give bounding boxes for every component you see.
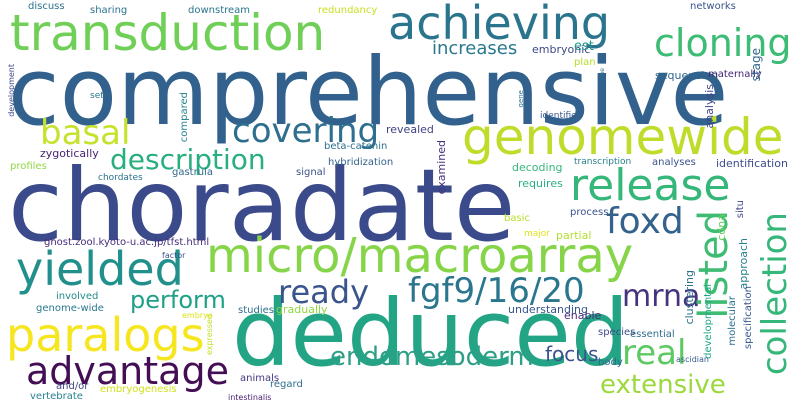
word-collection: collection: [755, 212, 795, 376]
word-sequencing: sequencing: [655, 69, 719, 82]
word-foxd: foxd: [606, 201, 684, 242]
word-downstream: downstream: [188, 5, 251, 16]
word-compared: compared: [179, 92, 190, 143]
word-body: body: [598, 357, 623, 368]
word-maternally: maternally: [708, 69, 762, 80]
word-sharing: sharing: [90, 5, 128, 16]
word-transcription: transcription: [574, 157, 632, 167]
word-species: species: [598, 327, 636, 338]
word-set: set: [90, 91, 104, 101]
word-covering: covering: [232, 111, 380, 151]
word-paralogs: paralogs: [6, 308, 205, 362]
word-understanding: understanding: [508, 303, 588, 316]
word-increases: increases: [432, 38, 518, 59]
word-cloning: cloning: [654, 21, 792, 65]
word-enable: enable: [564, 309, 602, 322]
word-clustering: clustering: [683, 270, 696, 325]
word-advantage: advantage: [26, 349, 229, 393]
word-development: development: [7, 64, 16, 117]
word-approach: approach: [737, 238, 750, 290]
word-animals: animals: [240, 373, 280, 384]
word-specification: specification: [743, 286, 754, 350]
word-gene: gene: [517, 90, 525, 108]
word-beta-catenin: beta-catenin: [324, 141, 388, 152]
word-basal: basal: [40, 113, 131, 153]
word-genome-wide: genome-wide: [36, 303, 104, 314]
word-basic: basic: [504, 213, 530, 224]
word-requires: requires: [518, 177, 563, 190]
word-clone: clone: [599, 68, 606, 85]
word-extensive: extensive: [600, 370, 726, 400]
word-cdna: cdna: [715, 214, 728, 241]
word-zygotically: zygotically: [40, 147, 99, 160]
word-discuss: discuss: [28, 1, 65, 12]
word-embryonic: embryonic: [532, 43, 591, 56]
word-networks: networks: [690, 1, 736, 12]
word-est: est: [574, 39, 594, 54]
word-fgf9-16-20: fgf9/16/20: [408, 271, 585, 311]
word-comprehensive: comprehensive: [8, 38, 729, 147]
word-deduced: deduced: [232, 280, 630, 387]
word-hybridization: hybridization: [328, 157, 394, 168]
word-perform: perform: [130, 286, 226, 314]
word-stage: stage: [749, 48, 763, 82]
word-expressed: expressed: [205, 314, 214, 355]
word-real: real: [622, 333, 687, 373]
word-yielded: yielded: [16, 242, 184, 296]
word-factor: factor: [162, 251, 186, 260]
word-partial: partial: [556, 229, 592, 242]
word-embryogenesis: embryogenesis: [100, 384, 177, 395]
word-decoding: decoding: [512, 161, 563, 174]
word-situ: situ: [735, 200, 746, 219]
word-gastrula: gastrula: [172, 167, 213, 178]
word-intestinalis: intestinalis: [228, 393, 272, 402]
word-plan: plan: [574, 57, 596, 68]
word-gradually: gradually: [276, 303, 328, 316]
word-regard: regard: [270, 379, 303, 390]
word-studies: studies: [238, 305, 274, 316]
word-molecular: molecular: [727, 296, 738, 346]
word-ghost-url: ghost.zool.kyoto-u.ac.jp/tfst.html: [44, 237, 210, 248]
word-endomesoderm: endomesoderm: [330, 342, 534, 372]
word-vertebrate: vertebrate: [30, 391, 83, 402]
word-essential: essential: [630, 329, 675, 340]
word-achieving: achieving: [388, 0, 611, 50]
word-transduction: transduction: [10, 4, 326, 62]
word-ascidian: ascidian: [676, 355, 709, 364]
word-involved: involved: [56, 291, 99, 302]
word-revealed: revealed: [386, 123, 434, 136]
word-analysis: analysis: [703, 84, 716, 129]
word-profiles: profiles: [10, 161, 47, 172]
word-and-or: and/or: [56, 381, 89, 392]
word-genomewide: genomewide: [462, 108, 784, 166]
word-identified: identified: [540, 111, 583, 121]
word-identification: identification: [716, 157, 788, 170]
word-signal: signal: [296, 167, 326, 178]
word-major: major: [524, 229, 550, 239]
word-analyses: analyses: [652, 157, 696, 168]
word-release: release: [570, 160, 731, 211]
word-focus: focus: [545, 342, 599, 366]
word-developmental: developmental: [703, 284, 714, 359]
word-embryo: embryo: [182, 311, 213, 320]
word-mrna: mrna: [622, 279, 701, 314]
word-redundancy: redundancy: [318, 5, 378, 16]
word-process: process: [570, 207, 609, 218]
word-chordates: chordates: [98, 173, 143, 183]
word-micro-macroarray: micro/macroarray: [206, 228, 634, 284]
word-ready: ready: [278, 273, 369, 311]
word-choradate: choradate: [8, 147, 516, 264]
word-examined: examined: [435, 140, 448, 195]
word-description: description: [110, 143, 266, 176]
